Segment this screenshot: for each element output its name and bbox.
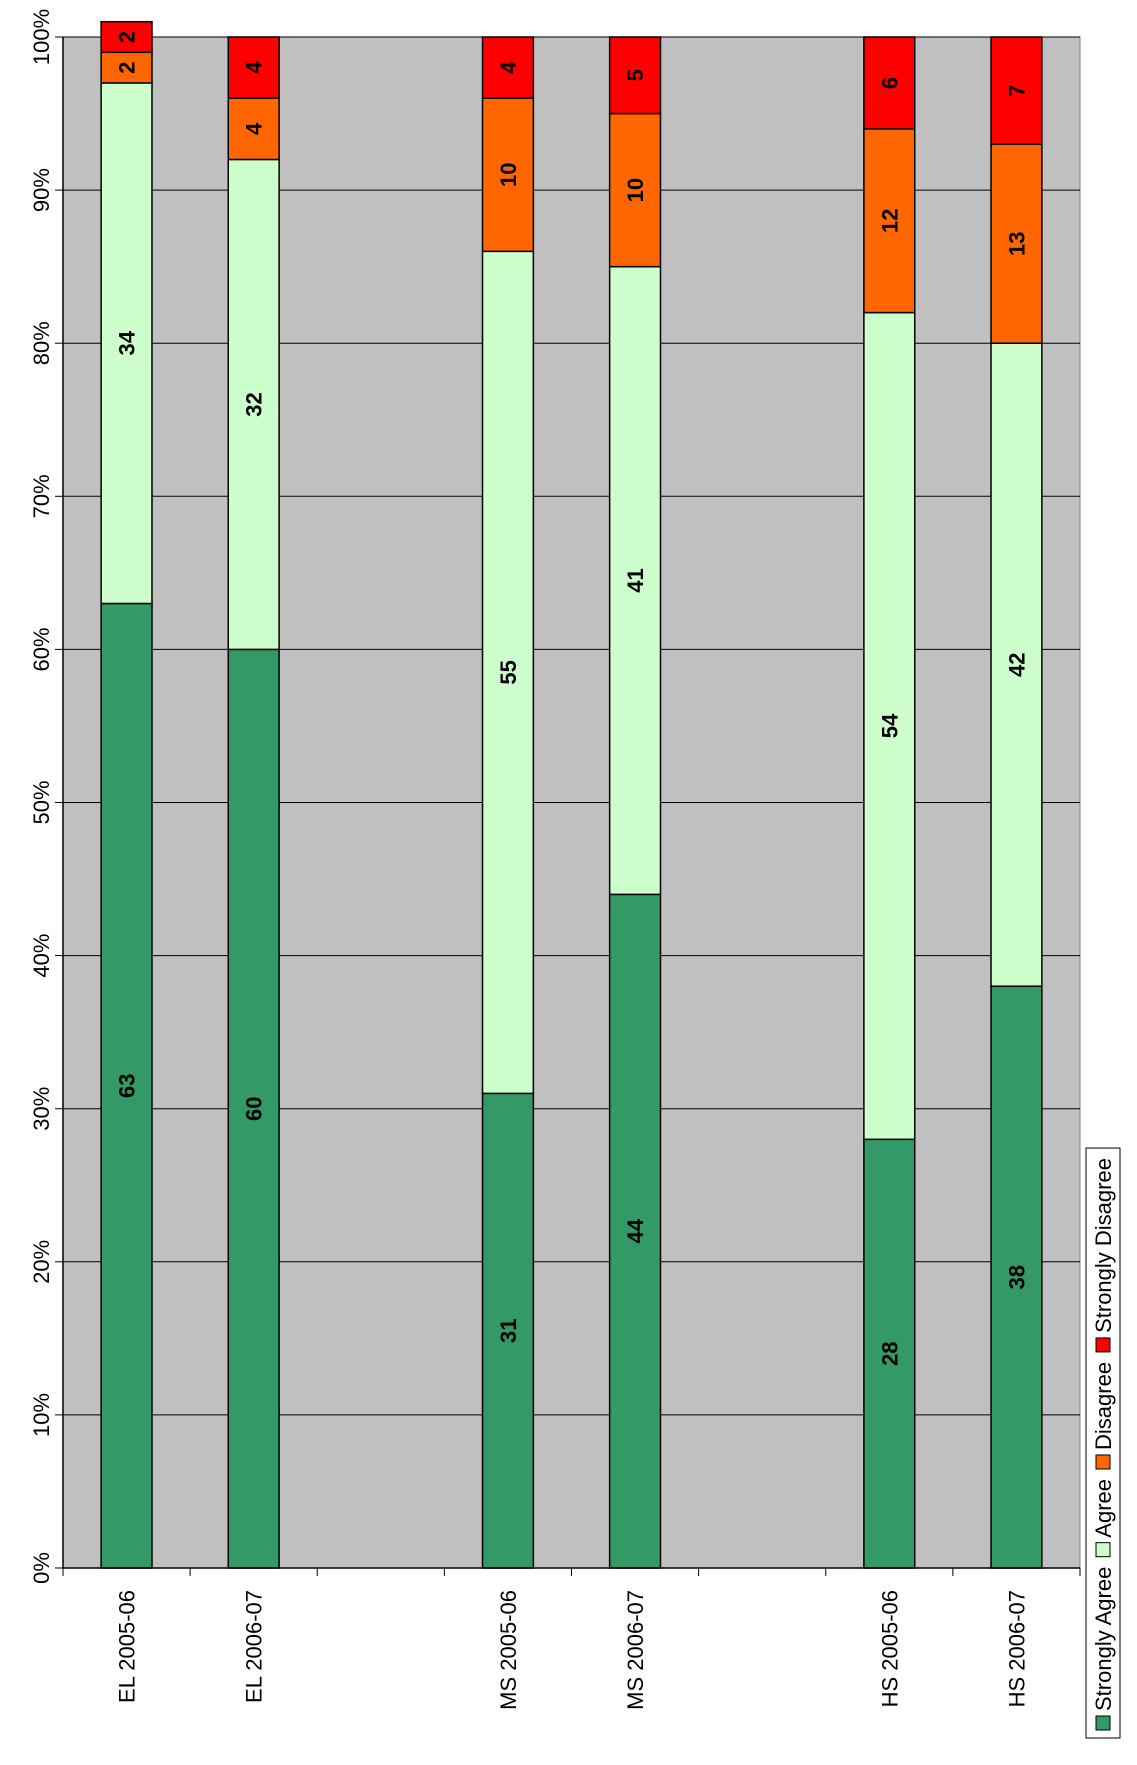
value-tick-label: 50% <box>29 780 54 824</box>
bar-segment <box>863 36 916 130</box>
data-label: 41 <box>623 568 648 592</box>
data-label: 44 <box>623 1218 648 1243</box>
legend-swatch <box>1095 1454 1111 1470</box>
data-label: 2 <box>115 61 140 73</box>
data-label: 10 <box>496 163 521 187</box>
legend-swatch <box>1095 1542 1111 1558</box>
legend: Strongly Agree Agree Disagree Strongly Disa… <box>1085 1147 1121 1739</box>
data-label: 55 <box>496 660 521 684</box>
bar-segment <box>100 20 153 54</box>
data-label: 6 <box>877 77 902 89</box>
data-label: 60 <box>242 1096 267 1120</box>
legend-label: Agree <box>1091 1479 1116 1538</box>
legend-label: Strongly Agree <box>1091 1567 1116 1711</box>
data-label: 4 <box>496 61 521 74</box>
legend-swatch <box>1095 1337 1111 1353</box>
data-label: 7 <box>1004 84 1029 96</box>
value-tick-label: 40% <box>29 934 54 978</box>
data-label: 34 <box>115 330 140 355</box>
legend-box <box>1085 1147 1121 1739</box>
data-label: 13 <box>1004 231 1029 255</box>
value-tick-label: 70% <box>29 474 54 518</box>
axes: 0% 10% 20% 30% 40% 50% 60% 70% 80% 90% 100% EL 2005… <box>29 9 1081 1710</box>
data-label: 38 <box>1004 1265 1029 1289</box>
data-label: 5 <box>623 69 648 81</box>
value-tick-label: 100% <box>29 9 54 65</box>
bar-segment <box>990 36 1043 145</box>
value-tick-label: 20% <box>29 1240 54 1284</box>
value-tick-label: 80% <box>29 321 54 365</box>
category-label: MS 2005-06 <box>496 1590 521 1710</box>
value-tick-label: 0% <box>29 1552 54 1584</box>
legend-label: Strongly Disagree <box>1091 1158 1116 1333</box>
data-label: 42 <box>1004 652 1029 676</box>
bar-segment <box>227 36 280 99</box>
data-label: 12 <box>877 208 902 232</box>
value-tick-label: 30% <box>29 1087 54 1131</box>
data-label: 4 <box>242 122 267 135</box>
value-tick-label: 90% <box>29 168 54 212</box>
category-label: HS 2005-06 <box>877 1590 902 1707</box>
data-label: 54 <box>877 713 902 738</box>
legend-swatch <box>1095 1715 1111 1731</box>
data-label: 28 <box>877 1341 902 1365</box>
data-label: 63 <box>115 1073 140 1097</box>
bar-segment <box>608 36 662 115</box>
category-label: EL 2006-07 <box>242 1590 267 1703</box>
category-label: MS 2006-07 <box>623 1590 648 1710</box>
data-label: 4 <box>242 61 267 74</box>
category-label: EL 2005-06 <box>115 1590 140 1703</box>
bar-segment <box>481 36 535 99</box>
legend-label: Disagree <box>1091 1362 1116 1450</box>
data-label: 2 <box>115 31 140 43</box>
data-label: 32 <box>242 392 267 416</box>
category-label: HS 2006-07 <box>1004 1590 1029 1707</box>
value-tick-label: 60% <box>29 627 54 671</box>
data-label: 31 <box>496 1318 521 1342</box>
value-tick-label: 10% <box>29 1393 54 1437</box>
data-label: 10 <box>623 178 648 202</box>
